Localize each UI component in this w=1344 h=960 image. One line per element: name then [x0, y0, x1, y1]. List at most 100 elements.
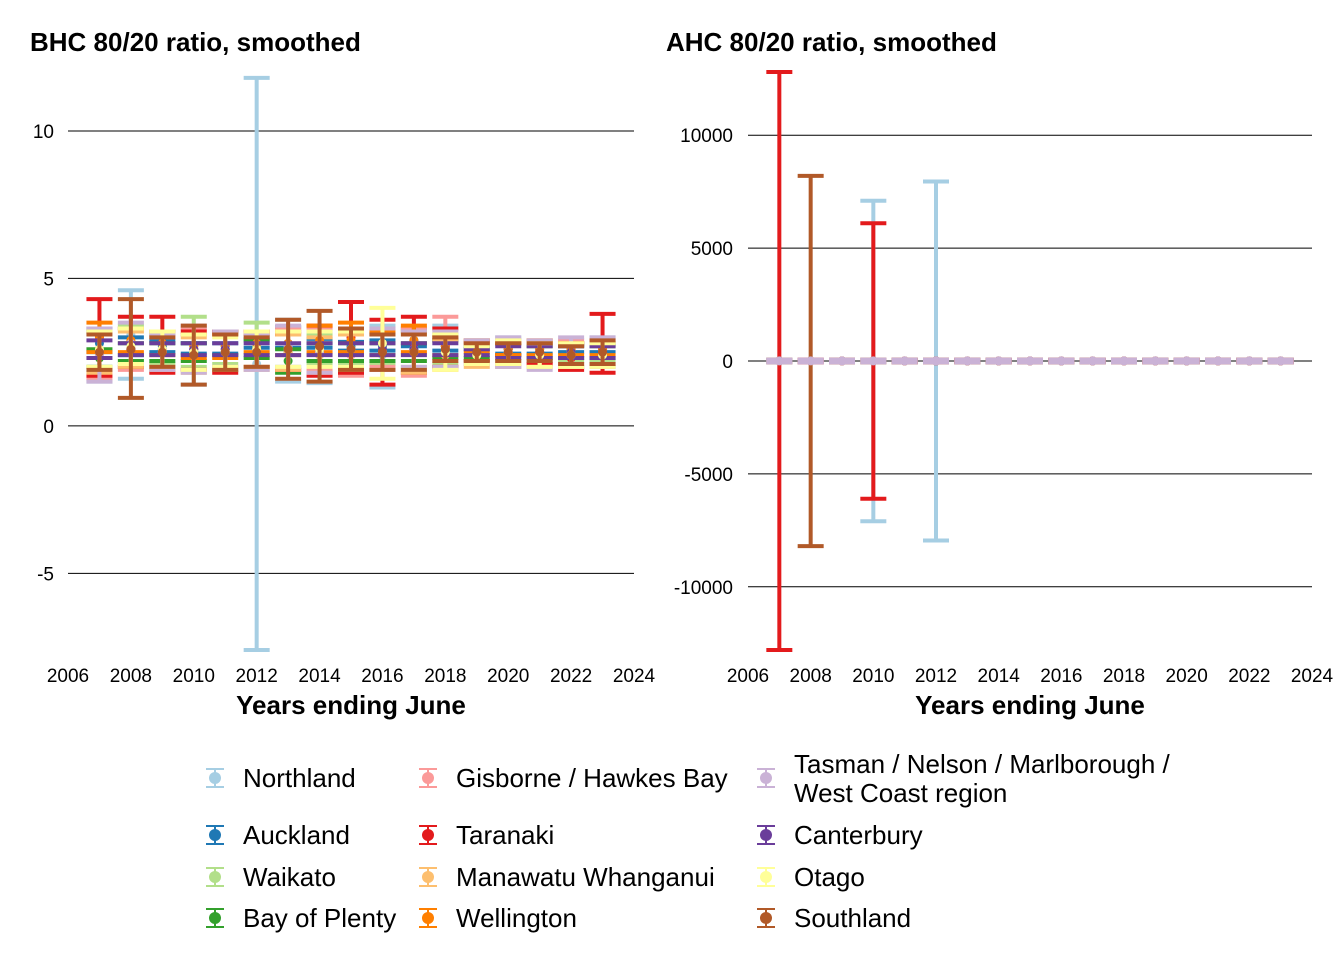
- legend-label: Canterbury: [794, 820, 923, 850]
- x-axis-label: Years ending June: [915, 690, 1145, 720]
- data-point: [1119, 356, 1129, 366]
- y-tick-label: -5000: [684, 465, 733, 486]
- y-tick-label: -5: [37, 564, 54, 585]
- y-tick-label: 0: [43, 417, 54, 438]
- bhc-panel: BHC 80/20 ratio, smoothed -5 0 5 10 2006 2008 2…: [30, 27, 656, 720]
- data-point: [157, 347, 167, 357]
- ahc-panel: AHC 80/20 ratio, smoothed -10000 -5000 0 500…: [666, 27, 1334, 720]
- x-tick-label: 2010: [173, 666, 215, 687]
- legend-label: Northland: [243, 763, 356, 793]
- data-point: [377, 347, 387, 357]
- data-point: [1182, 356, 1192, 366]
- data-point: [472, 347, 482, 357]
- data-point: [126, 344, 136, 354]
- legend-key-point: [209, 912, 221, 924]
- legend-item-taranaki: Taranaki: [419, 820, 554, 850]
- chart-title: BHC 80/20 ratio, smoothed: [30, 27, 361, 57]
- legend-key-point: [760, 772, 772, 784]
- data-point: [503, 347, 513, 357]
- legend-label: Tasman / Nelson / Marlborough / West Coas…: [794, 749, 1171, 808]
- legend: Northland Auckland Waikato Bay of Plenty Gis…: [206, 749, 1171, 933]
- data-point: [94, 347, 104, 357]
- data-point: [994, 356, 1004, 366]
- data-point: [1056, 356, 1066, 366]
- legend-key-point: [760, 829, 772, 841]
- legend-key-point: [422, 871, 434, 883]
- x-tick-label: 2014: [298, 666, 341, 687]
- data-point: [868, 356, 878, 366]
- x-axis-label: Years ending June: [236, 690, 466, 720]
- data-point: [220, 347, 230, 357]
- legend-label: Otago: [794, 862, 865, 892]
- data-point: [1276, 356, 1286, 366]
- data-point: [409, 347, 419, 357]
- y-tick-label: 0: [722, 352, 733, 373]
- legend-label: Taranaki: [456, 820, 554, 850]
- data-point: [1025, 356, 1035, 366]
- legend-label: Manawatu Whanganui: [456, 862, 715, 892]
- x-tick-label: 2022: [1228, 666, 1270, 687]
- data-point: [189, 350, 199, 360]
- x-tick-label: 2024: [613, 666, 656, 687]
- x-tick-label: 2020: [487, 666, 529, 687]
- y-tick-label: -10000: [674, 578, 733, 599]
- legend-key-point: [760, 912, 772, 924]
- legend-label: Auckland: [243, 820, 350, 850]
- y-tick-label: 10: [33, 122, 54, 143]
- x-tick-label: 2016: [1040, 666, 1082, 687]
- x-tick-label: 2008: [790, 666, 832, 687]
- data-point: [283, 344, 293, 354]
- legend-item-bay-of-plenty: Bay of Plenty: [206, 903, 396, 933]
- data-point: [315, 341, 325, 351]
- legend-key-point: [760, 871, 772, 883]
- x-tick-label: 2014: [978, 666, 1021, 687]
- data-point: [598, 347, 608, 357]
- x-tick-label: 2010: [852, 666, 894, 687]
- legend-item-wellington: Wellington: [419, 903, 577, 933]
- x-tick-label: 2006: [727, 666, 769, 687]
- legend-key-point: [422, 912, 434, 924]
- x-tick-label: 2018: [1103, 666, 1145, 687]
- x-tick-label: 2008: [110, 666, 152, 687]
- data-point: [1244, 356, 1254, 366]
- legend-item-southland: Southland: [757, 903, 911, 933]
- data-point: [931, 356, 941, 366]
- legend-label: Wellington: [456, 903, 577, 933]
- x-tick-label: 2022: [550, 666, 592, 687]
- data-point: [535, 347, 545, 357]
- legend-label: Southland: [794, 903, 911, 933]
- legend-key-point: [209, 829, 221, 841]
- data-point: [566, 350, 576, 360]
- legend-key-point: [209, 772, 221, 784]
- x-tick-label: 2012: [236, 666, 278, 687]
- series-southland: [86, 297, 616, 400]
- legend-key-point: [422, 829, 434, 841]
- data-point: [837, 356, 847, 366]
- legend-item-northland: Northland: [206, 763, 356, 793]
- legend-item-manawatu-whanganui: Manawatu Whanganui: [419, 862, 715, 892]
- data-point: [252, 347, 262, 357]
- x-tick-label: 2018: [424, 666, 466, 687]
- legend-item-canterbury: Canterbury: [757, 820, 923, 850]
- data-point: [962, 356, 972, 366]
- legend-item-tasman-nelson-marlborough-west-coast-region: Tasman / Nelson / Marlborough / West Coas…: [757, 749, 1171, 808]
- legend-key-point: [209, 871, 221, 883]
- y-tick-label: 10000: [680, 126, 733, 147]
- legend-item-otago: Otago: [757, 862, 865, 892]
- legend-label-line: West Coast region: [794, 778, 1007, 808]
- legend-label-line: Tasman / Nelson / Marlborough /: [794, 749, 1171, 779]
- legend-label: Gisborne / Hawkes Bay: [456, 763, 728, 793]
- x-tick-label: 2006: [47, 666, 89, 687]
- x-tick-label: 2012: [915, 666, 957, 687]
- data-point: [1150, 356, 1160, 366]
- y-tick-label: 5: [43, 269, 54, 290]
- y-tick-label: 5000: [691, 239, 733, 260]
- legend-item-waikato: Waikato: [206, 862, 336, 892]
- data-point: [900, 356, 910, 366]
- data-point: [806, 356, 816, 366]
- data-point: [774, 356, 784, 366]
- legend-label: Waikato: [243, 862, 336, 892]
- data-point: [1213, 356, 1223, 366]
- series-tasman-nelson-marlborough-west-coast-region: [766, 356, 1294, 366]
